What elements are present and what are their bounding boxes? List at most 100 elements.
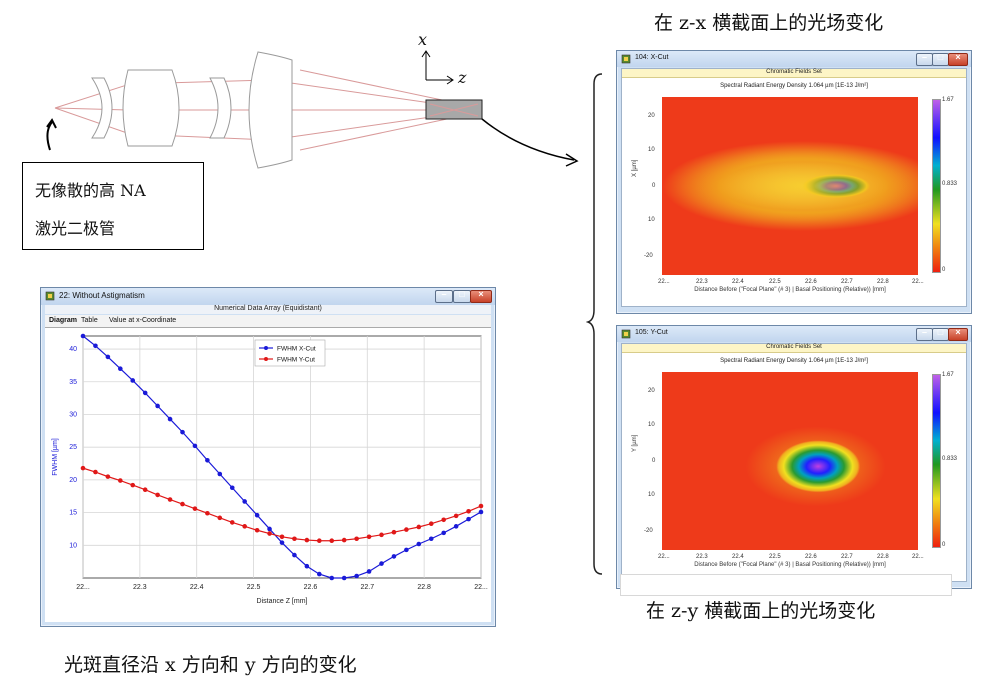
data-point-xcut: [416, 541, 422, 547]
data-point-ycut: [254, 527, 260, 533]
legend-label: FWHM X-Cut: [277, 346, 316, 353]
graph-titlebar[interactable]: 22: Without Astigmatism – □ ×: [41, 288, 495, 305]
data-point-xcut: [404, 547, 409, 553]
data-point-ycut: [217, 515, 223, 521]
data-point-xcut: [329, 575, 335, 581]
maximize-button[interactable]: □: [932, 52, 949, 66]
ycut-window[interactable]: 105: Y-Cut – □ × Chromatic Fields Set Sp…: [616, 325, 972, 589]
data-point-ycut: [366, 534, 372, 540]
data-point-xcut: [428, 536, 434, 542]
ylabel: Y [µm]: [632, 434, 638, 452]
x-axis-label: Distance Z [mm]: [257, 598, 308, 605]
ytick-3: 0: [652, 458, 656, 464]
xcut-titlebar[interactable]: 104: X-Cut – □ ×: [617, 51, 971, 67]
legend-label: FWHM Y-Cut: [277, 357, 315, 364]
xtick-8: 22...: [912, 554, 924, 560]
data-point-ycut: [304, 537, 310, 543]
y-tick-label: 10: [69, 542, 77, 549]
ytick-2: 10: [648, 422, 655, 428]
data-point-ycut: [205, 510, 210, 516]
data-point-xcut: [341, 575, 347, 581]
data-point-ycut: [416, 524, 422, 530]
laser-label-box: 无像散的高 NA 激光二极管: [22, 162, 204, 250]
data-point-xcut: [229, 485, 235, 491]
axis-indicator: [421, 50, 454, 85]
data-point-xcut: [93, 343, 98, 349]
close-button[interactable]: ×: [948, 52, 968, 66]
data-point-xcut: [391, 554, 397, 559]
data-point-xcut: [205, 457, 210, 463]
optical-layout-diagram: [46, 50, 579, 169]
data-point-xcut: [279, 540, 285, 545]
tab-diagram[interactable]: Diagram: [49, 317, 78, 324]
data-point-xcut: [453, 524, 459, 529]
bottom-caption: 光斑直径沿 x 方向和 y 方向的变化: [64, 654, 357, 676]
chromatic-banner: Chromatic Fields Set: [622, 344, 966, 353]
data-point-xcut: [118, 366, 123, 372]
data-point-xcut: [292, 552, 297, 558]
xtick-2: 22.3: [696, 554, 708, 560]
graph-client: 22... 22.3 22.4 22.5 22.6 22.7 22.8 22... 10 15 20…: [45, 328, 491, 622]
y-axis-label: FWHM [µm]: [52, 438, 59, 476]
minimize-button[interactable]: –: [916, 327, 933, 341]
close-button[interactable]: ×: [948, 327, 968, 341]
data-point-xcut: [441, 530, 446, 536]
ytick-1: 20: [648, 113, 655, 119]
close-button[interactable]: ×: [470, 289, 492, 303]
window-title: 104: X-Cut: [635, 54, 669, 61]
axis-x-label: x: [418, 30, 428, 49]
data-point-xcut: [130, 378, 136, 383]
xcut-window[interactable]: 104: X-Cut – □ × Chromatic Fields Set Sp…: [616, 50, 972, 314]
tab-table[interactable]: Table: [81, 317, 98, 324]
data-point-xcut: [155, 403, 160, 409]
ylabel: X [µm]: [632, 159, 638, 177]
data-point-xcut: [354, 573, 359, 579]
cbar-mid: 0.833: [942, 456, 958, 462]
data-point-xcut: [142, 390, 148, 396]
data-point-ycut: [167, 497, 173, 502]
ycut-titlebar[interactable]: 105: Y-Cut – □ ×: [617, 326, 971, 342]
data-point-ycut: [279, 534, 285, 540]
data-point-ycut: [441, 517, 446, 523]
grouping-bracket: [586, 73, 603, 575]
xtick-3: 22.4: [732, 279, 744, 285]
chromatic-banner: Chromatic Fields Set: [622, 69, 966, 78]
maximize-button[interactable]: □: [453, 289, 471, 303]
legend-box: [254, 339, 326, 367]
x-tick-label: 22...: [76, 584, 90, 591]
ytick-4: 10: [648, 217, 655, 223]
data-array-banner: Numerical Data Array (Equidistant): [45, 305, 491, 314]
ycut-client: Chromatic Fields Set Spectral Radiant En…: [621, 343, 967, 582]
y-tick-label: 15: [69, 510, 77, 517]
graph-window[interactable]: 22: Without Astigmatism – □ × Numerical …: [40, 287, 496, 627]
x-tick-label: 22.5: [247, 584, 261, 591]
data-point-xcut: [217, 471, 223, 477]
data-point-ycut: [329, 538, 335, 544]
x-tick-label: 22.4: [190, 584, 204, 591]
y-tick-label: 25: [69, 444, 77, 451]
data-point-xcut: [180, 429, 185, 435]
lens-1: [91, 77, 113, 139]
maximize-button[interactable]: □: [932, 327, 949, 341]
colorbar: [932, 99, 941, 273]
data-point-ycut: [391, 529, 397, 535]
lens-group: [91, 51, 293, 169]
data-point-xcut: [304, 563, 310, 569]
lens-4: [248, 51, 293, 169]
tab-value-at-x[interactable]: Value at x-Coordinate: [109, 317, 177, 324]
data-point-ycut: [292, 536, 297, 542]
xtick-8: 22...: [912, 279, 924, 285]
minimize-button[interactable]: –: [916, 52, 933, 66]
xtick-4: 22.5: [769, 279, 781, 285]
x-tick-label: 22.7: [360, 584, 374, 591]
ytick-3: 0: [652, 183, 656, 189]
ytick-4: 10: [648, 492, 655, 498]
data-point-ycut: [242, 524, 247, 529]
app-icon: [45, 291, 55, 301]
ytick-1: 20: [648, 388, 655, 394]
minimize-button[interactable]: –: [435, 289, 453, 303]
x-tick-label: 22...: [474, 584, 488, 591]
data-point-ycut: [428, 521, 434, 527]
data-point-ycut: [317, 538, 322, 544]
data-point-ycut: [267, 531, 272, 536]
